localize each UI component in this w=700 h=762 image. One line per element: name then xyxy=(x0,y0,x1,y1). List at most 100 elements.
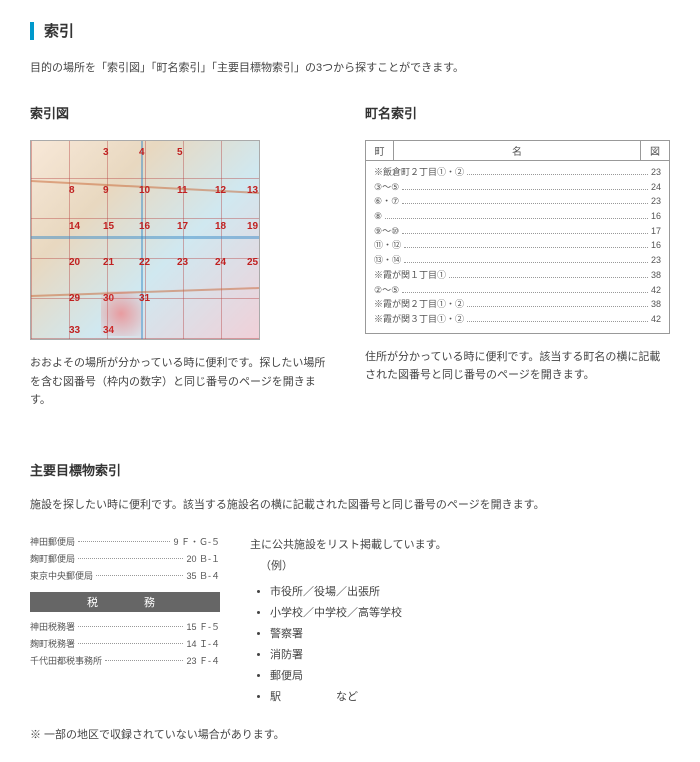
town-row: ③〜⑤24 xyxy=(374,182,661,194)
map-grid-number: 17 xyxy=(177,221,188,232)
dots xyxy=(78,637,183,644)
town-row-label: ※霞が関３丁目①・② xyxy=(374,314,464,326)
map-river-line xyxy=(31,236,259,239)
landmark-index-desc: 施設を探したい時に便利です。該当する施設名の横に記載された図番号と同じ番号のペー… xyxy=(30,497,670,515)
map-grid-number: 23 xyxy=(177,257,188,268)
map-grid-number: 22 xyxy=(139,257,150,268)
map-grid-number: 34 xyxy=(103,325,114,336)
page-title: 索引 xyxy=(44,20,74,41)
town-row-page: 24 xyxy=(651,182,661,194)
town-row-label: ※飯倉町２丁目①・② xyxy=(374,167,464,179)
landmark-index-section: 主要目標物索引 施設を探したい時に便利です。該当する施設名の横に記載された図番号… xyxy=(30,460,670,708)
facility-list: 市役所／役場／出張所小学校／中学校／高等学校警察署消防署郵便局駅 など xyxy=(250,582,670,707)
landmark-index-title: 主要目標物索引 xyxy=(30,460,670,479)
town-index-section: 町名索引 町 名 図 ※飯倉町２丁目①・②23③〜⑤24⑥・⑦23⑧16⑨〜⑩1… xyxy=(365,103,670,410)
facility-list-item: 小学校／中学校／高等学校 xyxy=(270,603,670,624)
dots xyxy=(402,196,648,204)
town-row: ⑧16 xyxy=(374,211,661,223)
town-row-page: 38 xyxy=(651,270,661,282)
town-table-body: ※飯倉町２丁目①・②23③〜⑤24⑥・⑦23⑧16⑨〜⑩17⑪・⑫16⑬・⑭23… xyxy=(366,161,669,333)
dots xyxy=(105,654,183,661)
index-map-image: 3458910111213141516171819202122232425293… xyxy=(30,140,260,340)
town-row-page: 23 xyxy=(651,255,661,267)
facility-list-item: 消防署 xyxy=(270,645,670,666)
map-grid-number: 4 xyxy=(139,147,145,158)
map-grid-number: 19 xyxy=(247,221,258,232)
landmark-row-label: 千代田都税事務所 xyxy=(30,654,102,667)
title-accent-bar xyxy=(30,22,34,40)
landmark-row-label: 東京中央郵便局 xyxy=(30,569,93,582)
map-grid-number: 16 xyxy=(139,221,150,232)
dots xyxy=(402,226,648,234)
landmark-row: 東京中央郵便局35 Ｂ-４ xyxy=(30,569,220,582)
town-row-page: 16 xyxy=(651,211,661,223)
town-row-label: ⑥・⑦ xyxy=(374,196,399,208)
dots xyxy=(467,314,648,322)
facility-list-item: 警察署 xyxy=(270,624,670,645)
landmark-row-label: 神田税務署 xyxy=(30,620,75,633)
town-row: ⑨〜⑩17 xyxy=(374,226,661,238)
map-grid-number: 20 xyxy=(69,257,80,268)
map-grid-number: 15 xyxy=(103,221,114,232)
landmark-row: 神田税務署 15 Ｆ-５ xyxy=(30,620,220,633)
two-column-layout: 索引図 345891011121314151617181920212223242… xyxy=(30,103,670,410)
dots xyxy=(404,255,648,263)
landmark-left-box: 神田郵便局9 Ｆ・Ｇ-５麹町郵便局20 Ｂ-１東京中央郵便局35 Ｂ-４ 税 務… xyxy=(30,535,220,708)
landmark-row: 神田郵便局 9 Ｆ・Ｇ-５ xyxy=(30,535,220,548)
dots xyxy=(78,620,183,627)
town-row: ※霞が関１丁目① 38 xyxy=(374,270,661,282)
facility-list-item: 駅 など xyxy=(270,687,670,708)
town-row-page: 42 xyxy=(651,314,661,326)
town-row: ②〜⑤42 xyxy=(374,285,661,297)
map-grid-number: 5 xyxy=(177,147,183,158)
town-index-desc: 住所が分かっている時に便利です。該当する町名の横に記載された図番号と同じ番号のペ… xyxy=(365,348,670,385)
town-index-table: 町 名 図 ※飯倉町２丁目①・②23③〜⑤24⑥・⑦23⑧16⑨〜⑩17⑪・⑫1… xyxy=(365,140,670,334)
town-row: ⑬・⑭23 xyxy=(374,255,661,267)
index-map-desc: おおよその場所が分かっている時に便利です。探したい場所を含む図番号（枠内の数字）… xyxy=(30,354,335,410)
map-grid-number: 18 xyxy=(215,221,226,232)
map-grid-number: 12 xyxy=(215,185,226,196)
map-grid-number: 11 xyxy=(177,185,188,196)
town-index-title: 町名索引 xyxy=(365,103,670,122)
landmark-row-label: 神田郵便局 xyxy=(30,535,75,548)
town-row: ⑥・⑦23 xyxy=(374,196,661,208)
landmark-row-page: 20 Ｂ-１ xyxy=(186,552,220,565)
page-title-row: 索引 xyxy=(30,20,670,41)
town-row: ※霞が関２丁目①・②38 xyxy=(374,299,661,311)
map-grid-number: 31 xyxy=(139,293,150,304)
index-map-title: 索引図 xyxy=(30,103,335,122)
map-grid-number: 21 xyxy=(103,257,114,268)
town-header-zu: 図 xyxy=(641,141,669,160)
landmark-row-label: 麹町税務署 xyxy=(30,637,75,650)
dots xyxy=(402,182,648,190)
map-grid-number: 10 xyxy=(139,185,150,196)
landmark-row-page: 23 Ｆ-４ xyxy=(186,654,220,667)
map-road-line xyxy=(141,141,143,339)
town-row-label: ⑪・⑫ xyxy=(374,240,401,252)
town-row-label: ※霞が関１丁目① xyxy=(374,270,446,282)
town-header-machi: 町 xyxy=(366,141,394,160)
map-grid-number: 29 xyxy=(69,293,80,304)
town-row-label: ※霞が関２丁目①・② xyxy=(374,299,464,311)
dots xyxy=(96,569,183,576)
map-grid-number: 25 xyxy=(247,257,258,268)
landmark-right-intro: 主に公共施設をリスト掲載しています。 xyxy=(250,535,670,556)
dots xyxy=(467,167,648,175)
intro-text: 目的の場所を「索引図」「町名索引」「主要目標物索引」の3つから探すことができます… xyxy=(30,59,670,75)
facility-list-item: 郵便局 xyxy=(270,666,670,687)
landmark-bar-label: 税 務 xyxy=(87,594,163,610)
landmark-two-col: 神田郵便局9 Ｆ・Ｇ-５麹町郵便局20 Ｂ-１東京中央郵便局35 Ｂ-４ 税 務… xyxy=(30,535,670,708)
dots xyxy=(78,535,170,542)
map-grid-number: 3 xyxy=(103,147,109,158)
dots xyxy=(449,270,648,278)
town-row: ※飯倉町２丁目①・② 23 xyxy=(374,167,661,179)
map-grid-number: 13 xyxy=(247,185,258,196)
landmark-row-page: 9 Ｆ・Ｇ-５ xyxy=(173,535,220,548)
landmark-row-page: 14 Ｉ-４ xyxy=(186,637,220,650)
town-row-page: 42 xyxy=(651,285,661,297)
landmark-row-page: 15 Ｆ-５ xyxy=(186,620,220,633)
dots xyxy=(404,240,648,248)
facility-list-item: 市役所／役場／出張所 xyxy=(270,582,670,603)
map-grid-number: 33 xyxy=(69,325,80,336)
town-row-page: 23 xyxy=(651,167,661,179)
